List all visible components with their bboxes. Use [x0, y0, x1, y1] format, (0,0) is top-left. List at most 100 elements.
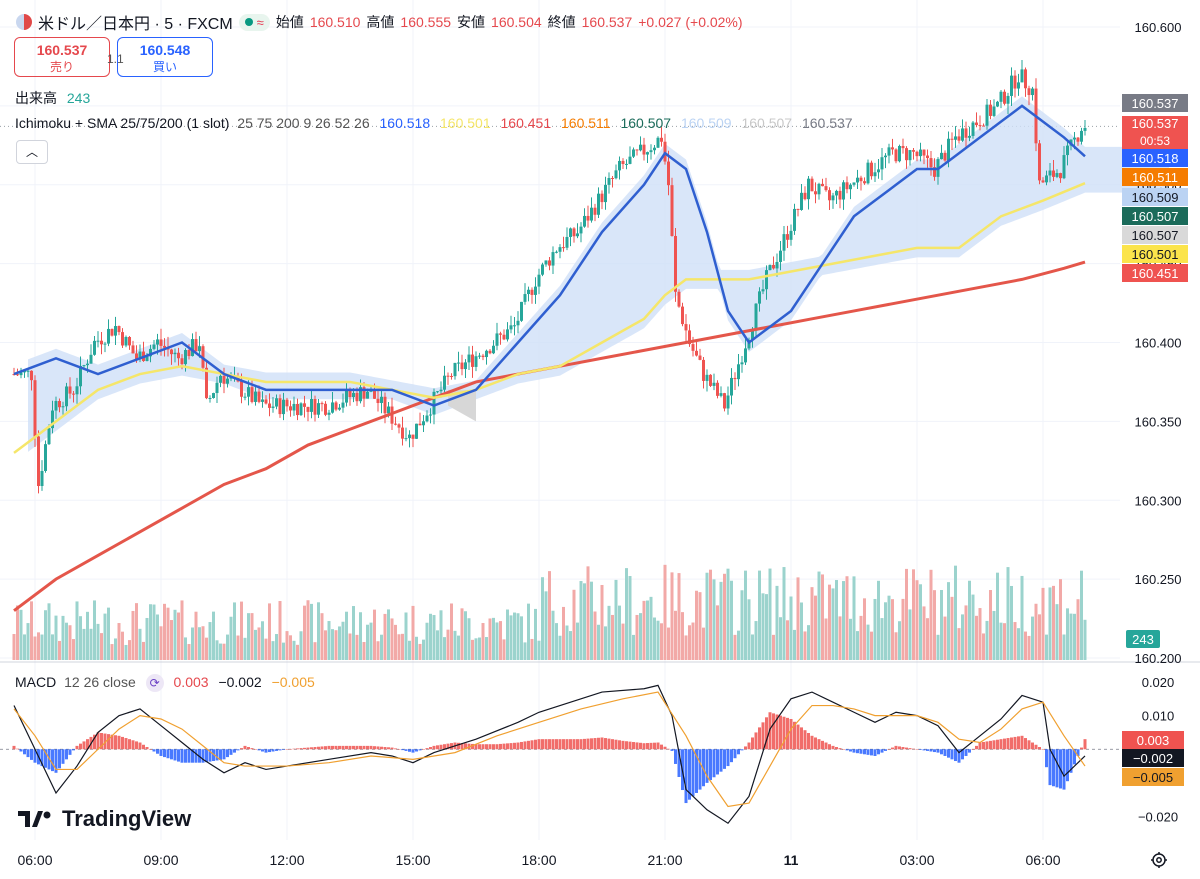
volume-bar [58, 640, 61, 660]
refresh-icon[interactable]: ⟳ [145, 674, 164, 692]
candle [296, 403, 299, 416]
macd-hist-bar [82, 741, 86, 750]
volume-bar [821, 574, 824, 660]
volume-bar [184, 637, 187, 660]
candle [271, 406, 275, 408]
macd-hist-bar [807, 732, 810, 750]
candle [380, 396, 383, 404]
sell-label: 売り [49, 60, 74, 74]
candle [709, 374, 712, 386]
volume-bar [394, 624, 397, 660]
volume-bar [362, 641, 366, 660]
volume-bar [964, 605, 968, 660]
volume-bar [611, 614, 614, 660]
candle [86, 363, 89, 366]
macd-hist-bar [492, 744, 495, 750]
candle [1066, 145, 1069, 156]
macd-hist-bar [1048, 749, 1052, 786]
macd-hist-bar [730, 749, 733, 763]
macd-legend[interactable]: MACD 12 26 close ⟳ 0.003 −0.002 −0.005 [15, 674, 315, 692]
volume-bar [600, 584, 604, 660]
candle [394, 423, 397, 425]
candle [285, 399, 289, 407]
candle [705, 374, 709, 381]
volume-bar [576, 622, 579, 660]
macd-hist-bar [156, 749, 159, 754]
volume-bar [898, 621, 901, 660]
candle [698, 355, 702, 360]
price-label-bg [1122, 207, 1188, 225]
volume-bar [548, 571, 551, 660]
candle [702, 359, 705, 381]
candle [198, 346, 201, 352]
macd-hist-bar [488, 744, 492, 750]
candle [1041, 180, 1045, 183]
candle [975, 122, 978, 126]
y-tick-label: 160.600 [1135, 20, 1182, 35]
macd-hist-bar [586, 738, 590, 750]
macd-hist-bar [803, 730, 807, 750]
candle [289, 406, 292, 411]
candle [653, 147, 656, 151]
volume-bar [614, 579, 618, 660]
macd-hist-bar [292, 748, 296, 750]
candle [72, 393, 75, 395]
volume-bar [331, 629, 334, 660]
volume-bar [222, 643, 226, 660]
indicator-legend[interactable]: Ichimoku + SMA 25/75/200 (1 slot) 25 75 … [15, 115, 853, 131]
high-label: 高値 [366, 14, 395, 30]
volume-bar [586, 566, 590, 660]
volume-bar [1052, 585, 1055, 660]
symbol-title[interactable]: 米ドル／日本円 · 5 · FXCM [38, 16, 233, 33]
candle [187, 350, 191, 357]
macd-hist-bar [716, 749, 719, 775]
macd-hist-bar [26, 749, 30, 758]
candle [338, 407, 341, 410]
volume-bar [352, 606, 355, 660]
market-status-pill[interactable]: ≈ [238, 13, 270, 31]
macd-hist-bar [751, 737, 754, 750]
volume-bar [873, 598, 877, 660]
macd-hist-bar [383, 747, 387, 750]
volume-bar [793, 629, 796, 660]
candle [362, 387, 366, 399]
macd-hist-bar [674, 749, 677, 764]
price-label-bg [1122, 188, 1188, 206]
volume-bar [247, 613, 250, 660]
candle [359, 387, 362, 402]
macd-hist-bar [205, 749, 208, 763]
volume-bar [499, 621, 502, 660]
tradingview-logo[interactable]: TradingView [18, 806, 191, 832]
collapse-legend-button[interactable]: ︿ [16, 140, 48, 164]
x-tick-label: 03:00 [899, 852, 934, 868]
macd-hist-bar [1006, 738, 1010, 750]
macd-hist-bar [474, 744, 478, 750]
indicator-name: Ichimoku + SMA 25/75/200 (1 slot) [15, 115, 230, 131]
volume-bar [429, 613, 432, 660]
candle [159, 339, 163, 346]
volume-bar [919, 584, 922, 660]
candle [1080, 130, 1083, 142]
macd-hist-bar [65, 749, 68, 760]
candle [1076, 137, 1080, 142]
volume-bar [950, 596, 954, 660]
buy-button[interactable]: 160.548 買い [117, 37, 213, 77]
macd-hist-bar [880, 749, 884, 753]
macd-hist-bar [166, 749, 170, 759]
candle [957, 136, 961, 141]
volume-bar [110, 644, 114, 660]
sell-button[interactable]: 160.537 売り [14, 37, 110, 77]
macd-hist-bar [320, 746, 324, 750]
volume-legend[interactable]: 出来高 243 [15, 88, 90, 108]
volume-bar [233, 602, 236, 660]
volume-bar [443, 637, 446, 660]
macd-hist-bar [51, 749, 54, 772]
candle [499, 333, 502, 335]
macd-hist-bar [1031, 742, 1034, 750]
candle [919, 149, 922, 157]
macd-hist-bar [142, 744, 145, 750]
macd-hist-bar [618, 740, 621, 750]
candle [607, 178, 611, 185]
settings-gear-icon[interactable] [1150, 851, 1168, 869]
